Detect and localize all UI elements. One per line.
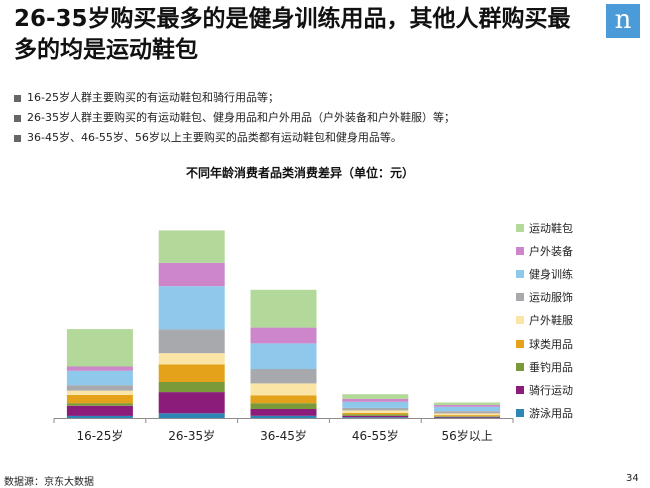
bar-segment: [158, 262, 225, 287]
legend-item: 骑行运动: [516, 378, 573, 401]
data-source: 数据源：京东大数据: [4, 477, 94, 488]
bullet-square-icon: [14, 114, 21, 122]
legend-swatch: [516, 362, 524, 371]
legend-item: 球类用品: [516, 332, 573, 355]
legend-swatch: [516, 293, 524, 302]
bullet-item: 26-35岁人群主要购买的有运动鞋包、健身用品和户外用品（户外装备和户外鞋服）等…: [14, 108, 634, 128]
bar-segment: [158, 364, 225, 382]
bar-segment: [342, 415, 409, 418]
bar-segment: [434, 411, 501, 414]
bar-segment: [342, 417, 409, 418]
legend-label: 垂钓用品: [529, 360, 573, 374]
bar-segment: [434, 416, 501, 417]
bar-segment: [434, 416, 501, 418]
bar-segment: [250, 383, 317, 396]
bar-segment: [250, 395, 317, 404]
bar-segment: [66, 390, 133, 395]
bar-segment: [158, 392, 225, 414]
chart-legend: 运动鞋包户外装备健身训练运动服饰户外鞋服球类用品垂钓用品骑行运动游泳用品: [516, 216, 573, 425]
bullet-text: 36-45岁、46-55岁、56岁以上主要购买的品类都有运动鞋包和健身用品等。: [27, 131, 402, 144]
bar-segment: [66, 395, 133, 404]
legend-item: 运动鞋包: [516, 216, 573, 239]
legend-item: 游泳用品: [516, 402, 573, 425]
legend-label: 健身训练: [529, 267, 573, 281]
bullet-item: 36-45岁、46-55岁、56岁以上主要购买的品类都有运动鞋包和健身用品等。: [14, 128, 634, 148]
legend-label: 游泳用品: [529, 407, 573, 421]
bar-segment: [158, 230, 225, 263]
bullet-text: 26-35岁人群主要购买的有运动鞋包、健身用品和户外用品（户外装备和户外鞋服）等…: [27, 111, 455, 124]
bar-segment: [66, 403, 133, 406]
legend-label: 户外装备: [529, 244, 573, 258]
bar-segment: [342, 414, 409, 416]
page-title: 26-35岁购买最多的是健身训练用品，其他人群购买最多的均是运动鞋包: [14, 6, 571, 63]
bar-segment: [250, 409, 317, 416]
bar-segment: [342, 398, 409, 402]
bullet-text: 16-25岁人群主要购买的有运动鞋包和骑行用品等；: [27, 91, 279, 104]
bar-segment: [434, 415, 501, 417]
bar-segment: [158, 353, 225, 365]
bar-segment: [66, 370, 133, 386]
bar-segment: [66, 366, 133, 371]
bar-segment: [158, 329, 225, 354]
bar-segment: [250, 289, 317, 328]
legend-swatch: [516, 339, 524, 348]
brand-logo: n: [606, 4, 640, 38]
chart-title: 不同年龄消费者品类消费差异（单位：元）: [185, 166, 414, 180]
x-tick-label: 56岁以上: [441, 428, 492, 443]
bar-segment: [66, 415, 133, 418]
bar-segment: [434, 405, 501, 407]
bar-segment: [66, 405, 133, 416]
x-tick-label: 46-55岁: [352, 428, 399, 443]
bullet-square-icon: [14, 94, 21, 102]
legend-label: 户外鞋服: [529, 314, 573, 328]
legend-label: 骑行运动: [529, 383, 573, 397]
page-number: 34: [626, 473, 639, 484]
legend-swatch: [516, 316, 524, 325]
legend-label: 运动鞋包: [529, 221, 573, 235]
bar-segment: [66, 329, 133, 367]
bar-segment: [250, 415, 317, 418]
bar-segment: [158, 413, 225, 418]
bar-segment: [434, 402, 501, 405]
bar-segment: [250, 369, 317, 384]
bar-segment: [434, 406, 501, 412]
x-tick-label: 26-35岁: [168, 428, 215, 443]
legend-swatch: [516, 269, 524, 278]
bar-segment: [250, 403, 317, 409]
legend-item: 户外鞋服: [516, 309, 573, 332]
summary-bullets: 16-25岁人群主要购买的有运动鞋包和骑行用品等； 26-35岁人群主要购买的有…: [14, 88, 634, 148]
bullet-square-icon: [14, 134, 21, 142]
bar-segment: [342, 410, 409, 413]
legend-swatch: [516, 246, 524, 255]
bar-segment: [250, 327, 317, 344]
legend-swatch: [516, 409, 524, 418]
legend-item: 垂钓用品: [516, 355, 573, 378]
legend-label: 运动服饰: [529, 291, 573, 305]
x-tick-label: 36-45岁: [260, 428, 307, 443]
bar-segment: [158, 286, 225, 330]
legend-swatch: [516, 385, 524, 394]
bar-segment: [158, 382, 225, 393]
bar-segment: [342, 401, 409, 408]
bar-segment: [342, 413, 409, 415]
bar-segment: [342, 407, 409, 411]
bar-segment: [250, 343, 317, 370]
x-tick-label: 16-25岁: [76, 428, 123, 443]
legend-item: 运动服饰: [516, 286, 573, 309]
legend-item: 户外装备: [516, 239, 573, 262]
legend-item: 健身训练: [516, 262, 573, 285]
legend-label: 球类用品: [529, 337, 573, 351]
bar-segment: [434, 413, 501, 416]
bullet-item: 16-25岁人群主要购买的有运动鞋包和骑行用品等；: [14, 88, 634, 108]
bar-segment: [342, 394, 409, 399]
bar-segment: [66, 385, 133, 391]
legend-swatch: [516, 223, 524, 232]
